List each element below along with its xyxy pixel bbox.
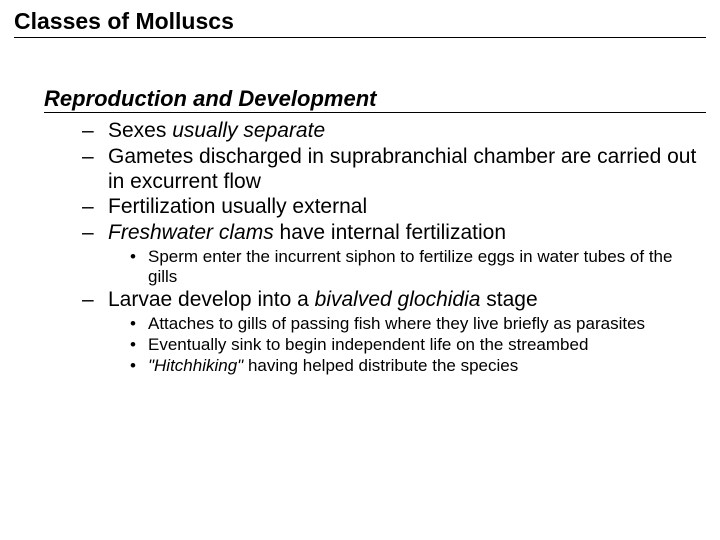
text-pre: Sexes — [108, 119, 172, 142]
list-item: "Hitchhiking" having helped distribute t… — [130, 356, 706, 376]
list-item: Sexes usually separate — [82, 119, 706, 144]
bullet-list-a: Sexes usually separate Gametes discharge… — [82, 119, 706, 246]
list-item: Sperm enter the incurrent siphon to fert… — [130, 247, 706, 287]
list-item: Eventually sink to begin independent lif… — [130, 335, 706, 355]
text-pre: Fertilization usually external — [108, 195, 367, 218]
text-em: Freshwater clams — [108, 221, 274, 244]
text-pre: Larvae develop into a — [108, 288, 315, 311]
text-post: have internal fertilization — [274, 221, 506, 244]
sub-list-b: Attaches to gills of passing fish where … — [130, 314, 706, 376]
list-item: Gametes discharged in suprabranchial cha… — [82, 145, 706, 195]
text-em: bivalved glochidia — [315, 288, 481, 311]
section-heading: Reproduction and Development — [44, 86, 706, 113]
text-pre: Gametes discharged in suprabranchial cha… — [108, 145, 696, 193]
text-post: stage — [480, 288, 537, 311]
list-item: Attaches to gills of passing fish where … — [130, 314, 706, 334]
sub-list-a: Sperm enter the incurrent siphon to fert… — [130, 247, 706, 287]
slide-title: Classes of Molluscs — [14, 8, 706, 38]
bullet-list-b: Larvae develop into a bivalved glochidia… — [82, 288, 706, 313]
text-body: Eventually sink to begin independent lif… — [148, 335, 588, 354]
text-em: usually separate — [172, 119, 325, 142]
text-em: "Hitchhiking" — [148, 356, 243, 375]
list-item: Larvae develop into a bivalved glochidia… — [82, 288, 706, 313]
list-item: Fertilization usually external — [82, 195, 706, 220]
list-item: Freshwater clams have internal fertiliza… — [82, 221, 706, 246]
text-body: having helped distribute the species — [243, 356, 518, 375]
text-body: Attaches to gills of passing fish where … — [148, 314, 645, 333]
